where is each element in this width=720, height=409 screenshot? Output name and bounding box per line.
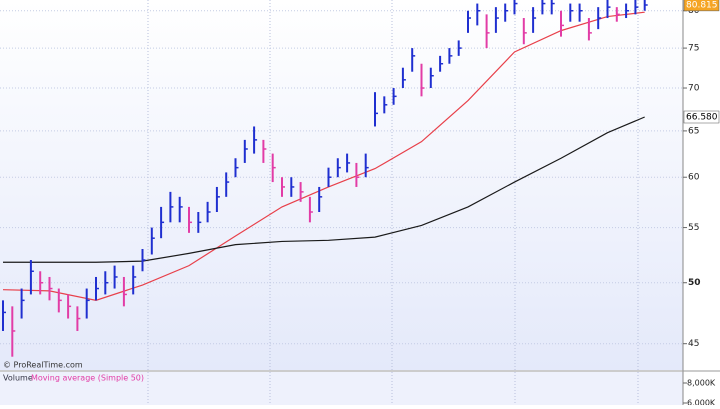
y-tick-label: 55 (688, 223, 699, 233)
volume-tick-label: 8,000K (687, 379, 716, 388)
axis-area (683, 0, 720, 405)
y-tick-label: 60 (688, 173, 700, 183)
volume-tick-label: 6,000K (687, 399, 716, 406)
moving-average (2, 11, 645, 301)
volume-ma-label: Moving average (Simple 50) (31, 374, 144, 383)
price-label: 80.815 (686, 0, 718, 10)
volume-label: Volume (3, 374, 33, 383)
y-tick-label: 65 (688, 126, 699, 136)
y-tick-label: 45 (688, 339, 699, 349)
y-tick-label: 80 (688, 6, 700, 16)
y-tick-label: 50 (688, 278, 701, 288)
y-tick-label: 70 (688, 84, 700, 94)
price-label-box (683, 110, 720, 124)
price-label: 66.580 (686, 113, 718, 123)
moving-average (3, 116, 645, 263)
credit: © ProRealTime.com (3, 361, 83, 370)
price-panel (0, 0, 683, 370)
volume-panel (0, 372, 683, 405)
price-label-box (683, 0, 720, 12)
y-tick-label: 75 (688, 44, 699, 54)
